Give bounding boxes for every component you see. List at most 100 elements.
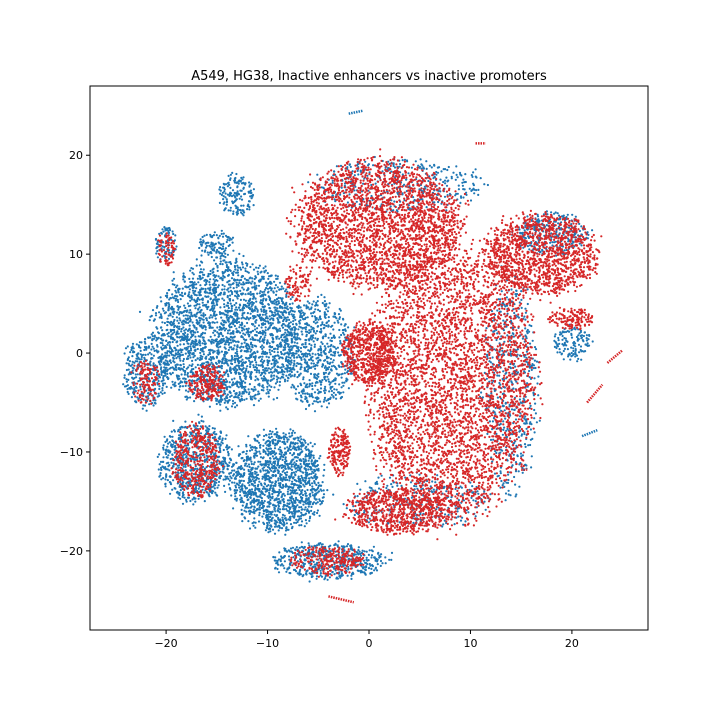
scatter-point xyxy=(257,364,260,367)
scatter-point xyxy=(200,287,203,290)
scatter-point xyxy=(304,471,307,474)
scatter-point xyxy=(196,357,199,360)
scatter-point xyxy=(224,261,227,264)
scatter-point xyxy=(187,345,190,348)
scatter-point xyxy=(309,488,312,492)
scatter-point xyxy=(192,352,195,355)
scatter-point xyxy=(251,448,254,451)
scatter-point xyxy=(264,334,267,337)
scatter-point xyxy=(169,475,172,478)
scatter-point xyxy=(215,493,218,496)
scatter-point xyxy=(249,501,252,504)
scatter-point xyxy=(319,387,323,390)
scatter-point xyxy=(166,296,169,299)
scatter-point xyxy=(166,343,169,346)
scatter-point xyxy=(252,480,255,483)
scatter-point xyxy=(173,310,176,313)
scatter-point xyxy=(260,502,263,505)
scatter-point xyxy=(273,504,276,507)
scatter-point xyxy=(227,290,230,293)
scatter-point xyxy=(266,382,269,385)
scatter-point xyxy=(200,419,203,422)
scatter-point xyxy=(272,474,275,477)
scatter-point xyxy=(206,491,209,494)
scatter-point xyxy=(166,479,169,482)
scatter-point xyxy=(284,456,287,459)
scatter-point xyxy=(223,484,226,487)
scatter-point xyxy=(205,303,208,306)
scatter-point xyxy=(162,309,165,312)
scatter-point xyxy=(212,278,215,281)
scatter-point xyxy=(260,484,263,487)
scatter-point xyxy=(249,506,252,509)
scatter-point xyxy=(172,462,175,465)
scatter-point xyxy=(275,452,278,455)
scatter-point xyxy=(224,475,227,478)
scatter-point xyxy=(201,363,204,366)
scatter-point xyxy=(264,265,267,268)
scatter-point xyxy=(242,501,245,504)
scatter-point xyxy=(223,397,226,400)
scatter-point xyxy=(263,336,266,339)
scatter-point xyxy=(279,305,282,308)
scatter-point xyxy=(235,281,238,284)
scatter-point xyxy=(226,362,229,365)
scatter-point xyxy=(159,296,162,299)
scatter-point xyxy=(251,344,254,347)
scatter-point xyxy=(233,354,236,358)
scatter-point xyxy=(252,295,255,298)
scatter-point xyxy=(226,467,229,471)
scatter-point xyxy=(264,459,267,463)
scatter-point xyxy=(273,299,276,302)
scatter-point xyxy=(259,397,262,400)
scatter-point xyxy=(199,351,202,354)
scatter-point xyxy=(252,301,255,305)
scatter-point xyxy=(138,310,142,313)
scatter-point xyxy=(237,266,240,269)
scatter-point xyxy=(251,511,255,514)
scatter-point xyxy=(226,341,229,344)
scatter-point xyxy=(173,368,176,371)
scatter-point xyxy=(239,368,242,371)
scatter-point xyxy=(169,481,172,484)
scatter-point xyxy=(166,320,169,323)
scatter-point xyxy=(282,349,285,352)
scatter-point xyxy=(180,351,183,354)
scatter-point xyxy=(179,497,182,500)
scatter-point xyxy=(228,399,231,402)
scatter-point xyxy=(258,450,261,453)
scatter-point xyxy=(169,351,172,354)
scatter-point xyxy=(180,373,183,376)
scatter-point xyxy=(230,305,233,308)
scatter-point xyxy=(268,515,272,519)
scatter-point xyxy=(191,284,195,287)
scatter-point xyxy=(191,371,194,374)
scatter-point xyxy=(219,409,222,412)
scatter-point xyxy=(264,326,267,329)
scatter-point xyxy=(237,274,240,277)
scatter-point xyxy=(214,283,217,286)
scatter-point xyxy=(194,366,197,369)
scatter-point xyxy=(312,329,316,332)
scatter-point xyxy=(309,492,312,495)
scatter-point xyxy=(175,316,178,319)
scatter-point xyxy=(242,479,245,483)
scatter-point xyxy=(295,364,298,368)
scatter-point xyxy=(258,504,262,507)
scatter-point xyxy=(303,382,306,385)
scatter-point xyxy=(286,376,290,379)
scatter-point xyxy=(289,445,292,448)
scatter-point xyxy=(262,267,265,270)
scatter-point xyxy=(275,456,278,459)
scatter-point xyxy=(316,491,319,494)
scatter-point xyxy=(172,419,175,422)
scatter-point xyxy=(220,323,223,326)
scatter-point xyxy=(240,386,244,389)
scatter-point xyxy=(256,350,259,354)
scatter-point xyxy=(226,294,229,298)
scatter-point xyxy=(245,450,248,453)
scatter-point xyxy=(275,360,278,363)
scatter-point xyxy=(253,325,256,328)
scatter-point xyxy=(178,357,181,360)
scatter-point xyxy=(265,526,268,530)
